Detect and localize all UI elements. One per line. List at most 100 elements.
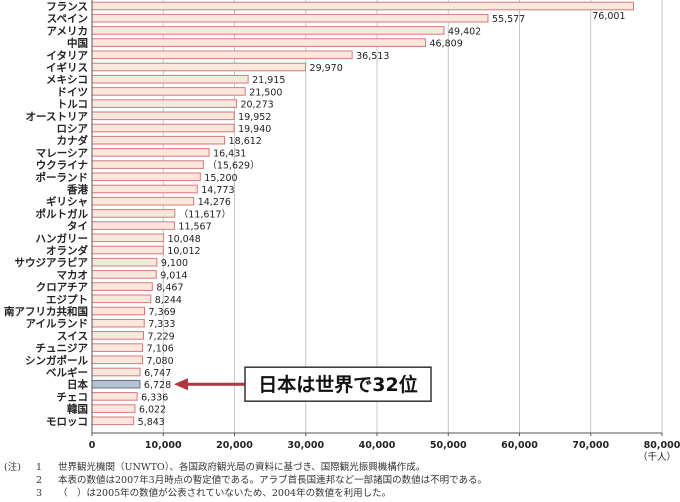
value-label: 7,229 [148,331,175,342]
bar [91,184,198,194]
bar [91,209,176,218]
category-label: トルコ [57,99,88,111]
category-label: チェコ [57,391,89,403]
value-label: 55,577 [492,14,525,25]
bar [91,245,164,255]
value-label: 9,100 [161,258,188,269]
value-label: 7,369 [149,307,176,318]
notes: (注) 1 世界観光機関（UNWTO）、各国政府観光局の資料に基づき、国際観光振… [4,461,676,500]
category-label: ウクライナ [36,160,88,172]
bar [91,1,635,11]
category-label: ポーランド [36,171,89,184]
note-text: 世界観光機関（UNWTO）、各国政府観光局の資料に基づき、国際観光振興機構作成。 [58,462,426,473]
x-tick-label: 50,000 [430,440,467,451]
category-label: オランダ [46,244,88,257]
bar [91,62,307,72]
bar [91,99,237,108]
bar [91,318,145,328]
bar [91,270,157,279]
category-label: マレーシア [36,147,89,159]
bar [91,257,158,267]
note-line-3: 3 （ ）は2005年の数値が公表されていないため、2004年の数値を利用した。 [4,487,676,500]
x-tick-label: 30,000 [287,440,324,451]
value-label: 11,567 [178,222,211,233]
value-label: 6,728 [144,380,171,391]
value-label: 6,022 [139,405,166,416]
bar [91,172,201,182]
annotation-arrowhead [173,378,188,391]
bar [91,135,226,145]
bar [91,416,135,426]
annotation-box [244,366,432,402]
value-label: 19,952 [238,112,271,123]
category-label: ハンガリー [36,232,89,245]
bar [91,379,141,389]
note-text: （ ）は2005年の数値が公表されていないため、2004年の数値を利用した。 [58,488,392,499]
x-tick-label: 70,000 [572,440,609,451]
bar [91,111,235,121]
bar [91,404,136,413]
category-label: 韓国 [67,403,88,416]
category-label: ポルトガル [36,207,89,220]
bar [91,221,175,230]
category-label: オーストリア [26,111,89,123]
value-label: （11,617） [179,208,231,220]
bar [91,331,145,340]
value-label: 5,843 [138,417,165,428]
category-label: スペイン [47,13,88,25]
category-label: エジプト [46,293,88,306]
bar [91,26,445,35]
value-label: 21,915 [252,75,285,86]
bar [91,367,141,377]
note-number: 2 [36,475,43,486]
category-label: イタリア [46,50,88,62]
value-label: 18,612 [229,136,262,147]
bar [91,306,146,316]
note-number: 1 [36,462,43,473]
value-label: 6,747 [144,368,171,379]
category-label: ロシア [57,123,89,135]
bar [91,38,427,47]
value-label: 19,940 [238,124,271,135]
category-label: シンガポール [25,354,88,367]
value-label: 6,336 [141,392,168,403]
x-tick-label: 40,000 [359,440,396,451]
note-number: 3 [36,488,43,499]
value-label: 10,012 [167,246,200,257]
value-label: 21,500 [249,87,282,98]
value-label: 16,431 [213,148,246,159]
bar [91,13,489,23]
category-label: サウジアラビア [15,256,89,269]
annotation-text: 日本は世界で32位 [258,373,417,396]
value-label: 15,200 [204,173,237,184]
bar [91,148,210,157]
bar [91,233,165,243]
category-label: 南アフリカ共和国 [4,305,88,318]
bar [91,160,204,169]
category-label: チュニジア [36,343,89,355]
category-label: ギリシャ [46,195,88,208]
value-label: 36,513 [356,51,389,62]
value-label: 76,001 [592,11,625,22]
category-label: メキシコ [46,74,88,86]
value-label: 10,048 [168,234,201,245]
note-line-1: (注) 1 世界観光機関（UNWTO）、各国政府観光局の資料に基づき、国際観光振… [4,461,676,474]
value-label: 7,106 [147,344,174,355]
bar [91,50,353,60]
category-label: クロアチア [36,282,89,294]
bar [91,355,143,365]
category-label: 香港 [66,183,88,196]
value-label: 20,273 [240,100,273,111]
x-tick-label: 80,000 [644,440,680,451]
category-label: ベルギー [46,366,88,379]
value-label: 46,809 [430,39,463,50]
value-label: 14,276 [198,197,231,208]
note-line-2: 2 本表の数値は2007年3月時点の暫定値である。アラブ首長国連邦など一部諸国の… [4,474,676,487]
category-label: フランス [46,1,88,13]
x-tick-label: 10,000 [145,440,182,451]
value-label: （15,629） [207,160,259,172]
category-label: タイ [67,221,88,233]
bar [91,294,152,304]
note-text: 本表の数値は2007年3月時点の暫定値である。アラブ首長国連邦など一部諸国の数値… [58,475,488,486]
